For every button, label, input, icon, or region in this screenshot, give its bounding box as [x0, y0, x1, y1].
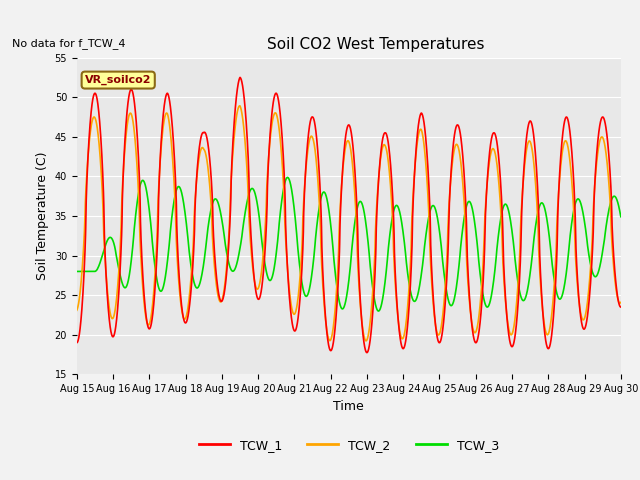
TCW_1 — [548, 331, 556, 336]
TCW_3 — [607, 200, 614, 206]
TCW_1 — [363, 350, 371, 356]
TCW_3 — [282, 178, 289, 184]
TCW_2 — [135, 198, 143, 204]
Line: TCW_1: TCW_1 — [77, 77, 621, 353]
TCW_2 — [167, 137, 175, 143]
TCW_2 — [617, 300, 625, 305]
TCW_3 — [617, 214, 625, 220]
Line: TCW_3: TCW_3 — [77, 178, 621, 311]
TCW_1 — [236, 74, 244, 80]
TCW_2 — [607, 206, 614, 212]
TCW_1 — [282, 221, 289, 227]
Title: Soil CO2 West Temperatures: Soil CO2 West Temperatures — [268, 37, 484, 52]
TCW_2 — [236, 103, 244, 108]
TCW_3 — [135, 189, 143, 194]
TCW_1 — [617, 304, 625, 310]
TCW_2 — [362, 338, 370, 344]
TCW_1 — [167, 110, 175, 116]
TCW_1 — [305, 126, 313, 132]
TCW_2 — [73, 307, 81, 313]
Y-axis label: Soil Temperature (C): Soil Temperature (C) — [36, 152, 49, 280]
TCW_3 — [305, 287, 313, 293]
TCW_3 — [284, 175, 291, 180]
Text: No data for f_TCW_4: No data for f_TCW_4 — [12, 38, 125, 49]
TCW_2 — [305, 139, 313, 144]
TCW_3 — [548, 259, 556, 264]
TCW_1 — [73, 340, 81, 346]
TCW_2 — [282, 235, 289, 241]
Line: TCW_2: TCW_2 — [77, 106, 621, 341]
Text: VR_soilco2: VR_soilco2 — [85, 75, 152, 85]
TCW_3 — [73, 269, 81, 275]
TCW_3 — [167, 221, 175, 227]
TCW_3 — [374, 308, 382, 314]
TCW_1 — [135, 162, 143, 168]
TCW_2 — [548, 311, 556, 316]
TCW_1 — [607, 176, 614, 182]
Legend: TCW_1, TCW_2, TCW_3: TCW_1, TCW_2, TCW_3 — [193, 434, 504, 457]
X-axis label: Time: Time — [333, 400, 364, 413]
